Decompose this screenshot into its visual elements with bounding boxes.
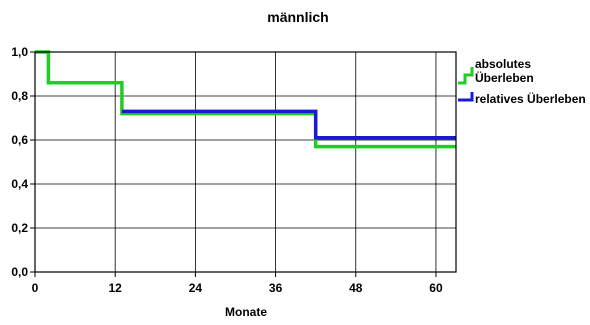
legend-label: relatives Überleben	[475, 91, 586, 106]
y-tick-label: 0,6	[11, 133, 28, 147]
legend-label: absolutes	[475, 57, 531, 71]
x-tick-label: 0	[32, 281, 39, 295]
grid-lines	[35, 52, 456, 272]
x-tick-label: 12	[109, 281, 123, 295]
plot-frame	[34, 51, 457, 273]
legend-label: Überleben	[475, 70, 534, 85]
y-tick-label: 1,0	[11, 45, 28, 59]
legend-swatch-0	[458, 67, 474, 85]
axis-ticks: 0,0 0,2 0,4 0,6 0,8 1,0 0 12 24 36 48 60	[11, 45, 443, 295]
y-tick-label: 0,0	[11, 265, 28, 279]
legend-swatch-1	[458, 92, 474, 102]
series-line-relative-survival	[121, 109, 456, 140]
x-axis-label: Monate	[225, 305, 267, 319]
y-tick-label: 0,2	[11, 221, 28, 235]
series-layer	[35, 50, 456, 149]
x-tick-label: 60	[429, 281, 443, 295]
x-tick-label: 36	[269, 281, 283, 295]
y-tick-label: 0,4	[11, 177, 28, 191]
chart-title: männlich	[267, 9, 328, 25]
series-line-absolute-survival	[35, 50, 456, 149]
x-tick-label: 48	[349, 281, 363, 295]
y-tick-label: 0,8	[11, 89, 28, 103]
x-tick-label: 24	[189, 281, 203, 295]
